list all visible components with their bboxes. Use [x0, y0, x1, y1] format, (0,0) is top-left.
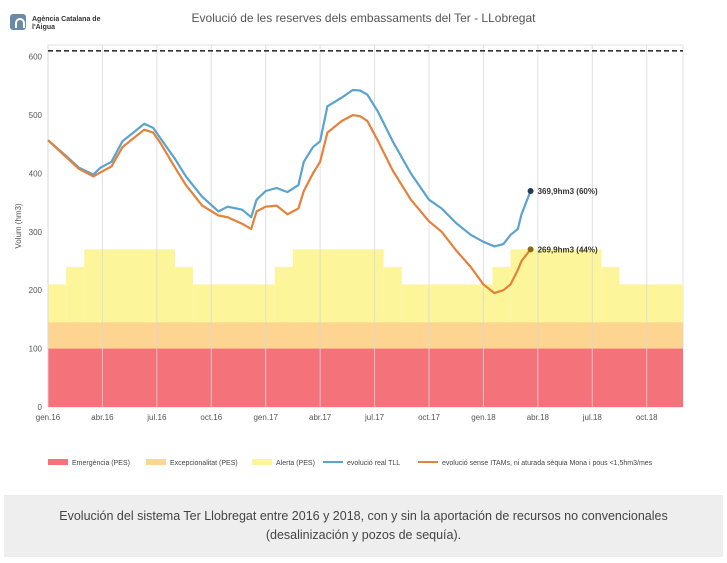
x-tick-label: abr.16	[91, 413, 114, 422]
endpoint-label: 369,9hm3 (60%)	[538, 187, 598, 196]
x-tick-label: abr.18	[527, 413, 550, 422]
y-tick-label: 0	[38, 403, 43, 412]
figure-caption: Evolución del sistema Ter Llobregat entr…	[4, 495, 723, 557]
endpoint-marker	[527, 187, 534, 194]
legend-swatch-1	[146, 459, 166, 465]
legend-label-1: Excepcionalitat (PES)	[170, 460, 238, 467]
y-tick-label: 200	[29, 286, 43, 295]
x-tick-label: jul.17	[364, 413, 385, 422]
x-tick-label: gen.17	[253, 413, 278, 422]
y-tick-label: 500	[29, 111, 43, 120]
legend-swatch-2	[252, 459, 272, 465]
x-tick-label: jul.16	[146, 413, 167, 422]
y-tick-label: 400	[29, 169, 43, 178]
chart-title: Evolució de les reserves dels embassamen…	[191, 11, 536, 25]
band-0-step-0	[48, 348, 683, 407]
y-axis-label: Volum (hm3)	[14, 203, 23, 249]
legend-label-0: Emergència (PES)	[72, 460, 130, 467]
reservoir-chart: 0 100 200 300 400 500 600 gen.16 abr.16 jul.16 oct…	[14, 44, 684, 467]
legend-swatch-0	[48, 459, 68, 465]
drop-logo-icon	[10, 14, 26, 30]
x-tick-label: abr.17	[309, 413, 332, 422]
x-tick-label: gen.16	[36, 413, 61, 422]
x-tick-label: jul.18	[582, 413, 603, 422]
endpoint-label: 269,9hm3 (44%)	[538, 245, 598, 254]
series-line-0	[47, 88, 532, 248]
x-tick-label: oct.18	[636, 413, 658, 422]
endpoint-marker	[527, 246, 534, 253]
x-tick-label: oct.17	[418, 413, 440, 422]
caption-text: Evolución del sistema Ter Llobregat entr…	[59, 509, 668, 542]
legend-label-2: Alerta (PES)	[276, 460, 315, 467]
aca-logo: Agència Catalana de l'Aigua	[8, 8, 128, 42]
y-tick-label: 100	[29, 345, 43, 354]
legend-label-3: evolució real TLL	[347, 460, 400, 467]
x-tick-label: gen.18	[471, 413, 496, 422]
legend-label-4: evolució sense ITAMs, ni aturada sèquia …	[442, 460, 653, 467]
x-tick-label: oct.16	[200, 413, 222, 422]
y-tick-label: 600	[29, 53, 43, 62]
logo-text: Agència Catalana de l'Aigua	[32, 16, 101, 31]
y-tick-label: 300	[29, 228, 43, 237]
series-line-1	[47, 114, 532, 295]
